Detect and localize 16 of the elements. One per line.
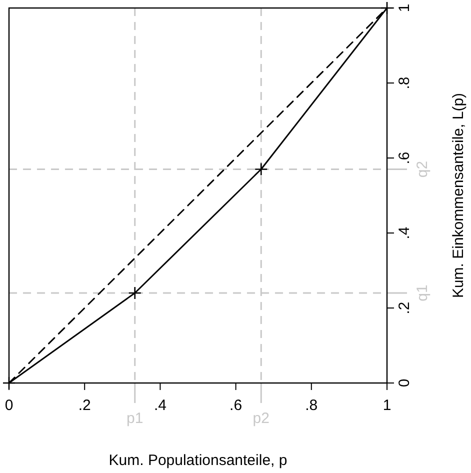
x-tick-label: .6 (230, 397, 242, 414)
point (128, 286, 142, 300)
x-tick-label: .8 (305, 397, 318, 414)
x-tick-label: 0 (4, 397, 14, 414)
point (254, 162, 268, 176)
x-axis-title: Kum. Populationsanteile, p (108, 452, 288, 469)
y-tick-label: .2 (396, 302, 413, 314)
y-tick-label: .8 (396, 76, 413, 90)
y-tick-label: 1 (396, 4, 413, 12)
y-tick-label: 0 (396, 378, 413, 388)
x-tick-label: .4 (154, 397, 166, 414)
x-tick-label: .2 (78, 397, 91, 414)
y-axis-title: Kum. Einkommensanteile, L(p) (450, 92, 467, 298)
x-tick-label: 1 (382, 397, 392, 414)
y-tick-label: .4 (396, 226, 413, 240)
y-tick-label: .6 (396, 152, 413, 164)
